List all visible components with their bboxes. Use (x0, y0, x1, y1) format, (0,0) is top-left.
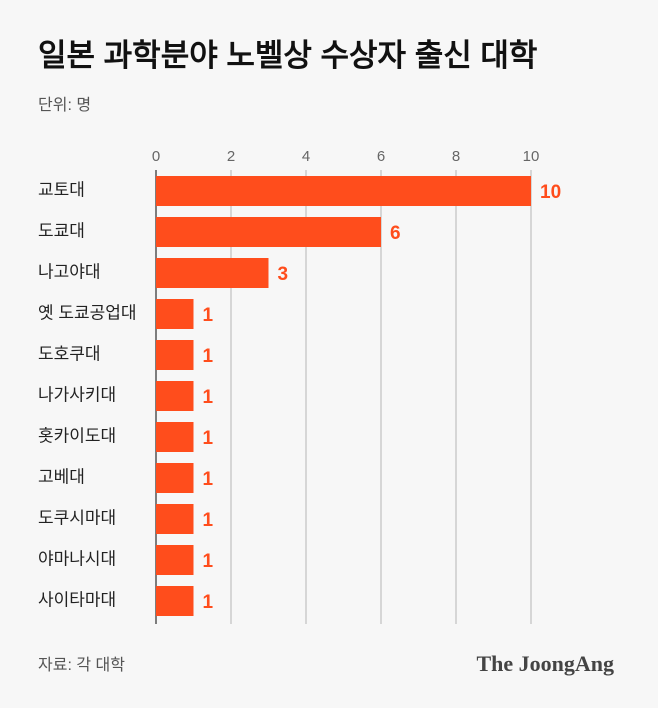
y-tick-label: 나가사키대 (38, 385, 116, 404)
x-tick-label: 6 (377, 148, 385, 165)
subtitle: 단위: 명 (38, 96, 91, 114)
y-tick-label: 도쿠시마대 (38, 508, 116, 527)
y-tick-label: 도쿄대 (38, 221, 85, 240)
x-tick-label: 10 (523, 148, 540, 165)
value-label: 1 (203, 346, 214, 367)
value-label: 1 (203, 305, 214, 326)
value-label: 1 (203, 387, 214, 408)
bar (156, 504, 194, 534)
y-tick-label: 홋카이도대 (38, 426, 116, 445)
value-label: 1 (203, 510, 214, 531)
value-label: 1 (203, 428, 214, 449)
bar (156, 463, 194, 493)
x-tick-label: 0 (152, 148, 160, 165)
value-label: 10 (540, 182, 561, 203)
value-label: 1 (203, 551, 214, 572)
bar (156, 545, 194, 575)
bar (156, 217, 381, 247)
value-label: 1 (203, 469, 214, 490)
bar (156, 176, 531, 206)
y-tick-label: 고베대 (38, 467, 85, 486)
bar (156, 258, 269, 288)
bar (156, 586, 194, 616)
x-tick-label: 4 (302, 148, 310, 165)
value-label: 1 (203, 592, 214, 613)
y-tick-label: 도호쿠대 (38, 344, 101, 363)
y-tick-label: 교토대 (38, 180, 85, 199)
y-tick-label: 나고야대 (38, 262, 101, 281)
brand: The JoongAng (476, 651, 614, 676)
x-tick-label: 8 (452, 148, 460, 165)
value-label: 6 (390, 223, 401, 244)
y-tick-label: 사이타마대 (38, 590, 116, 609)
x-tick-label: 2 (227, 148, 235, 165)
y-tick-label: 옛 도쿄공업대 (38, 303, 137, 322)
bar (156, 381, 194, 411)
bar (156, 340, 194, 370)
bar (156, 299, 194, 329)
value-label: 3 (278, 264, 289, 285)
chart-title: 일본 과학분야 노벨상 수상자 출신 대학 (38, 38, 537, 73)
bar (156, 422, 194, 452)
source: 자료: 각 대학 (38, 656, 125, 674)
y-tick-label: 야마나시대 (38, 549, 116, 568)
